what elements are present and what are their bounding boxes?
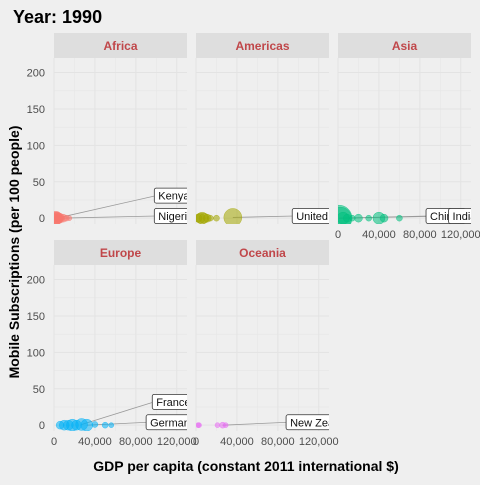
x-tick-label: 120,000 xyxy=(299,436,339,448)
x-tick-label: 80,000 xyxy=(403,229,437,241)
x-tick-label: 120,000 xyxy=(441,229,480,241)
facet-strip xyxy=(54,240,187,265)
y-tick-label: 150 xyxy=(27,104,45,116)
point-label-text: France xyxy=(156,397,190,409)
point-label-text: Germany xyxy=(150,417,196,429)
panel-grid xyxy=(195,58,329,224)
label-connector xyxy=(232,215,295,218)
x-axis-label: GDP per capita (constant 2011 internatio… xyxy=(93,458,399,474)
facet-panel-africa: Africa Kenya Nigeria 0 50 100 150 200 xyxy=(27,33,194,225)
facet-strip xyxy=(54,33,187,58)
panel-data: Kenya Nigeria xyxy=(54,187,194,224)
x-tick-label: 40,000 xyxy=(220,436,254,448)
data-point xyxy=(207,214,214,222)
facet-strip-label: Africa xyxy=(103,39,137,53)
y-tick-label: 50 xyxy=(33,177,45,189)
facet-strip xyxy=(338,33,471,58)
y-tick-label: 0 xyxy=(39,420,45,432)
y-axis-label: Mobile Subscriptions (per 100 people) xyxy=(6,126,22,379)
facet-strip-label: Europe xyxy=(100,246,142,260)
data-point xyxy=(379,213,389,223)
panel-data: France Germany xyxy=(55,393,196,431)
label-connector xyxy=(58,215,157,219)
facet-strip-label: Americas xyxy=(235,39,289,53)
panel-data: New Zealand xyxy=(196,414,355,431)
point-label-text: United States xyxy=(296,211,363,223)
data-point xyxy=(54,211,63,224)
point-label-nigeria: Nigeria xyxy=(153,208,194,224)
panel-grid xyxy=(337,58,471,224)
y-tick-label: 150 xyxy=(27,311,45,323)
x-tick-label: 40,000 xyxy=(362,229,396,241)
facet-panel-americas: Americas United States xyxy=(195,33,363,224)
data-point xyxy=(365,214,372,222)
y-tick-label: 200 xyxy=(27,68,45,80)
point-label-text: New Zealand xyxy=(290,417,355,429)
x-tick-label: 80,000 xyxy=(119,436,153,448)
point-label-box xyxy=(448,208,471,224)
facet-strip xyxy=(196,240,329,265)
data-point xyxy=(108,422,115,428)
data-point xyxy=(91,421,99,428)
y-tick-label: 100 xyxy=(27,347,45,359)
data-point xyxy=(396,214,403,222)
facet-panel-oceania: Oceania New Zealand 0 40,000 80,000 120,000 xyxy=(193,240,355,448)
point-label-box xyxy=(153,208,187,224)
y-tick-label: 50 xyxy=(33,384,45,396)
label-connector xyxy=(81,401,155,425)
data-point xyxy=(214,422,221,428)
point-label-united-states: United States xyxy=(291,208,363,224)
chart-title: Year: 1990 xyxy=(13,7,102,27)
x-tick-label: 40,000 xyxy=(78,436,112,448)
data-point xyxy=(222,422,229,428)
data-point xyxy=(80,418,93,431)
label-connector xyxy=(56,195,157,219)
x-tick-label: 120,000 xyxy=(157,436,197,448)
y-tick-label: 0 xyxy=(39,213,45,225)
x-tick-label: 0 xyxy=(193,436,199,448)
point-label-box xyxy=(145,414,187,431)
data-point xyxy=(354,213,363,223)
x-tick-label: 0 xyxy=(335,229,341,241)
data-point xyxy=(213,214,220,222)
label-connector xyxy=(222,421,289,426)
point-label-france: France xyxy=(151,393,190,410)
facet-strip-label: Oceania xyxy=(239,246,286,260)
data-point xyxy=(223,208,243,224)
point-label-new-zealand: New Zealand xyxy=(285,414,355,431)
point-label-text: India xyxy=(453,211,478,223)
facet-panel-europe: Europe France Germany 0 50 100 150 200 0 40,000 80… xyxy=(27,240,197,448)
data-point xyxy=(101,421,109,429)
data-point xyxy=(196,422,202,428)
data-point xyxy=(66,215,73,221)
point-label-germany: Germany xyxy=(145,414,196,431)
panel-data: United States xyxy=(196,208,363,224)
x-tick-label: 80,000 xyxy=(261,436,295,448)
point-label-text: Kenya xyxy=(158,191,190,203)
facet-panels: Africa Kenya Nigeria 0 50 100 150 200 Americas Un… xyxy=(27,33,480,448)
facet-strip xyxy=(196,33,329,58)
point-label-india: India xyxy=(448,208,478,224)
point-label-box xyxy=(285,414,329,431)
point-label-kenya: Kenya xyxy=(153,187,190,204)
x-tick-label: 0 xyxy=(51,436,57,448)
point-label-box xyxy=(291,208,329,224)
point-label-box xyxy=(151,393,187,410)
panel-grid xyxy=(195,265,329,431)
facet-strip-label: Asia xyxy=(392,39,418,53)
point-label-box xyxy=(153,187,187,204)
point-label-text: Nigeria xyxy=(158,211,194,223)
y-tick-label: 200 xyxy=(27,275,45,287)
y-tick-label: 100 xyxy=(27,140,45,152)
